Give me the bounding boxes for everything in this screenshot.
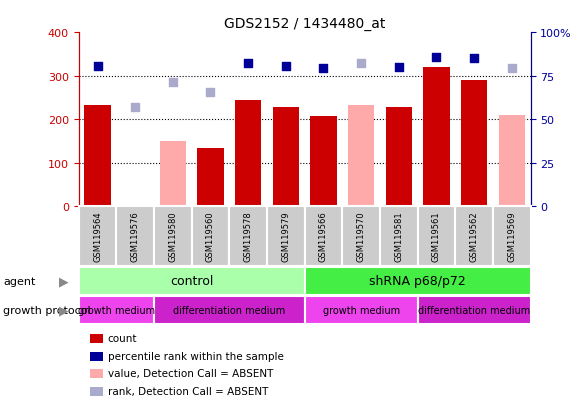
- Bar: [304, 267, 531, 295]
- Bar: [455, 206, 493, 266]
- Bar: [154, 206, 192, 266]
- Point: [206, 89, 215, 96]
- Bar: [380, 206, 417, 266]
- Point: [131, 104, 140, 111]
- Bar: [348, 105, 374, 206]
- Text: GSM119569: GSM119569: [507, 211, 516, 262]
- Text: GSM119579: GSM119579: [281, 211, 290, 262]
- Text: GSM119561: GSM119561: [432, 211, 441, 262]
- Bar: [160, 142, 186, 206]
- Bar: [304, 296, 417, 324]
- Bar: [493, 206, 531, 266]
- Bar: [192, 206, 229, 266]
- Bar: [304, 206, 342, 266]
- Point: [469, 56, 479, 62]
- Text: agent: agent: [3, 276, 36, 286]
- Text: percentile rank within the sample: percentile rank within the sample: [108, 351, 284, 361]
- Text: growth protocol: growth protocol: [3, 305, 90, 315]
- Bar: [229, 206, 267, 266]
- Text: GSM119566: GSM119566: [319, 211, 328, 262]
- Text: ▶: ▶: [59, 304, 69, 317]
- Text: ▶: ▶: [59, 275, 69, 288]
- Point: [356, 61, 366, 68]
- Text: differentiation medium: differentiation medium: [173, 305, 286, 315]
- Text: count: count: [108, 334, 138, 344]
- Point: [244, 61, 253, 68]
- Text: growth medium: growth medium: [322, 305, 400, 315]
- Bar: [417, 296, 531, 324]
- Bar: [197, 149, 224, 206]
- Bar: [85, 105, 111, 206]
- Text: rank, Detection Call = ABSENT: rank, Detection Call = ABSENT: [108, 386, 268, 396]
- Bar: [79, 206, 117, 266]
- Text: growth medium: growth medium: [78, 305, 155, 315]
- Text: GSM119570: GSM119570: [357, 211, 366, 262]
- Bar: [154, 296, 304, 324]
- Bar: [342, 206, 380, 266]
- Bar: [310, 116, 336, 206]
- Title: GDS2152 / 1434480_at: GDS2152 / 1434480_at: [224, 17, 385, 31]
- Bar: [235, 101, 261, 206]
- Point: [168, 80, 177, 86]
- Bar: [117, 206, 154, 266]
- Bar: [79, 296, 154, 324]
- Point: [319, 65, 328, 72]
- Bar: [267, 206, 304, 266]
- Text: GSM119581: GSM119581: [394, 211, 403, 262]
- Bar: [417, 206, 455, 266]
- Text: differentiation medium: differentiation medium: [418, 305, 530, 315]
- Text: GSM119576: GSM119576: [131, 211, 140, 262]
- Text: shRNA p68/p72: shRNA p68/p72: [369, 275, 466, 288]
- Text: GSM119578: GSM119578: [244, 211, 252, 262]
- Bar: [273, 108, 299, 206]
- Text: GSM119560: GSM119560: [206, 211, 215, 262]
- Point: [432, 55, 441, 61]
- Text: GSM119580: GSM119580: [168, 211, 177, 262]
- Text: control: control: [170, 275, 213, 288]
- Point: [394, 64, 403, 71]
- Text: GSM119562: GSM119562: [469, 211, 479, 262]
- Bar: [498, 116, 525, 206]
- Text: GSM119564: GSM119564: [93, 211, 102, 262]
- Bar: [461, 81, 487, 206]
- Bar: [79, 267, 304, 295]
- Point: [507, 65, 517, 72]
- Point: [93, 64, 102, 70]
- Text: value, Detection Call = ABSENT: value, Detection Call = ABSENT: [108, 368, 273, 378]
- Bar: [385, 108, 412, 206]
- Point: [281, 64, 290, 70]
- Bar: [423, 68, 449, 206]
